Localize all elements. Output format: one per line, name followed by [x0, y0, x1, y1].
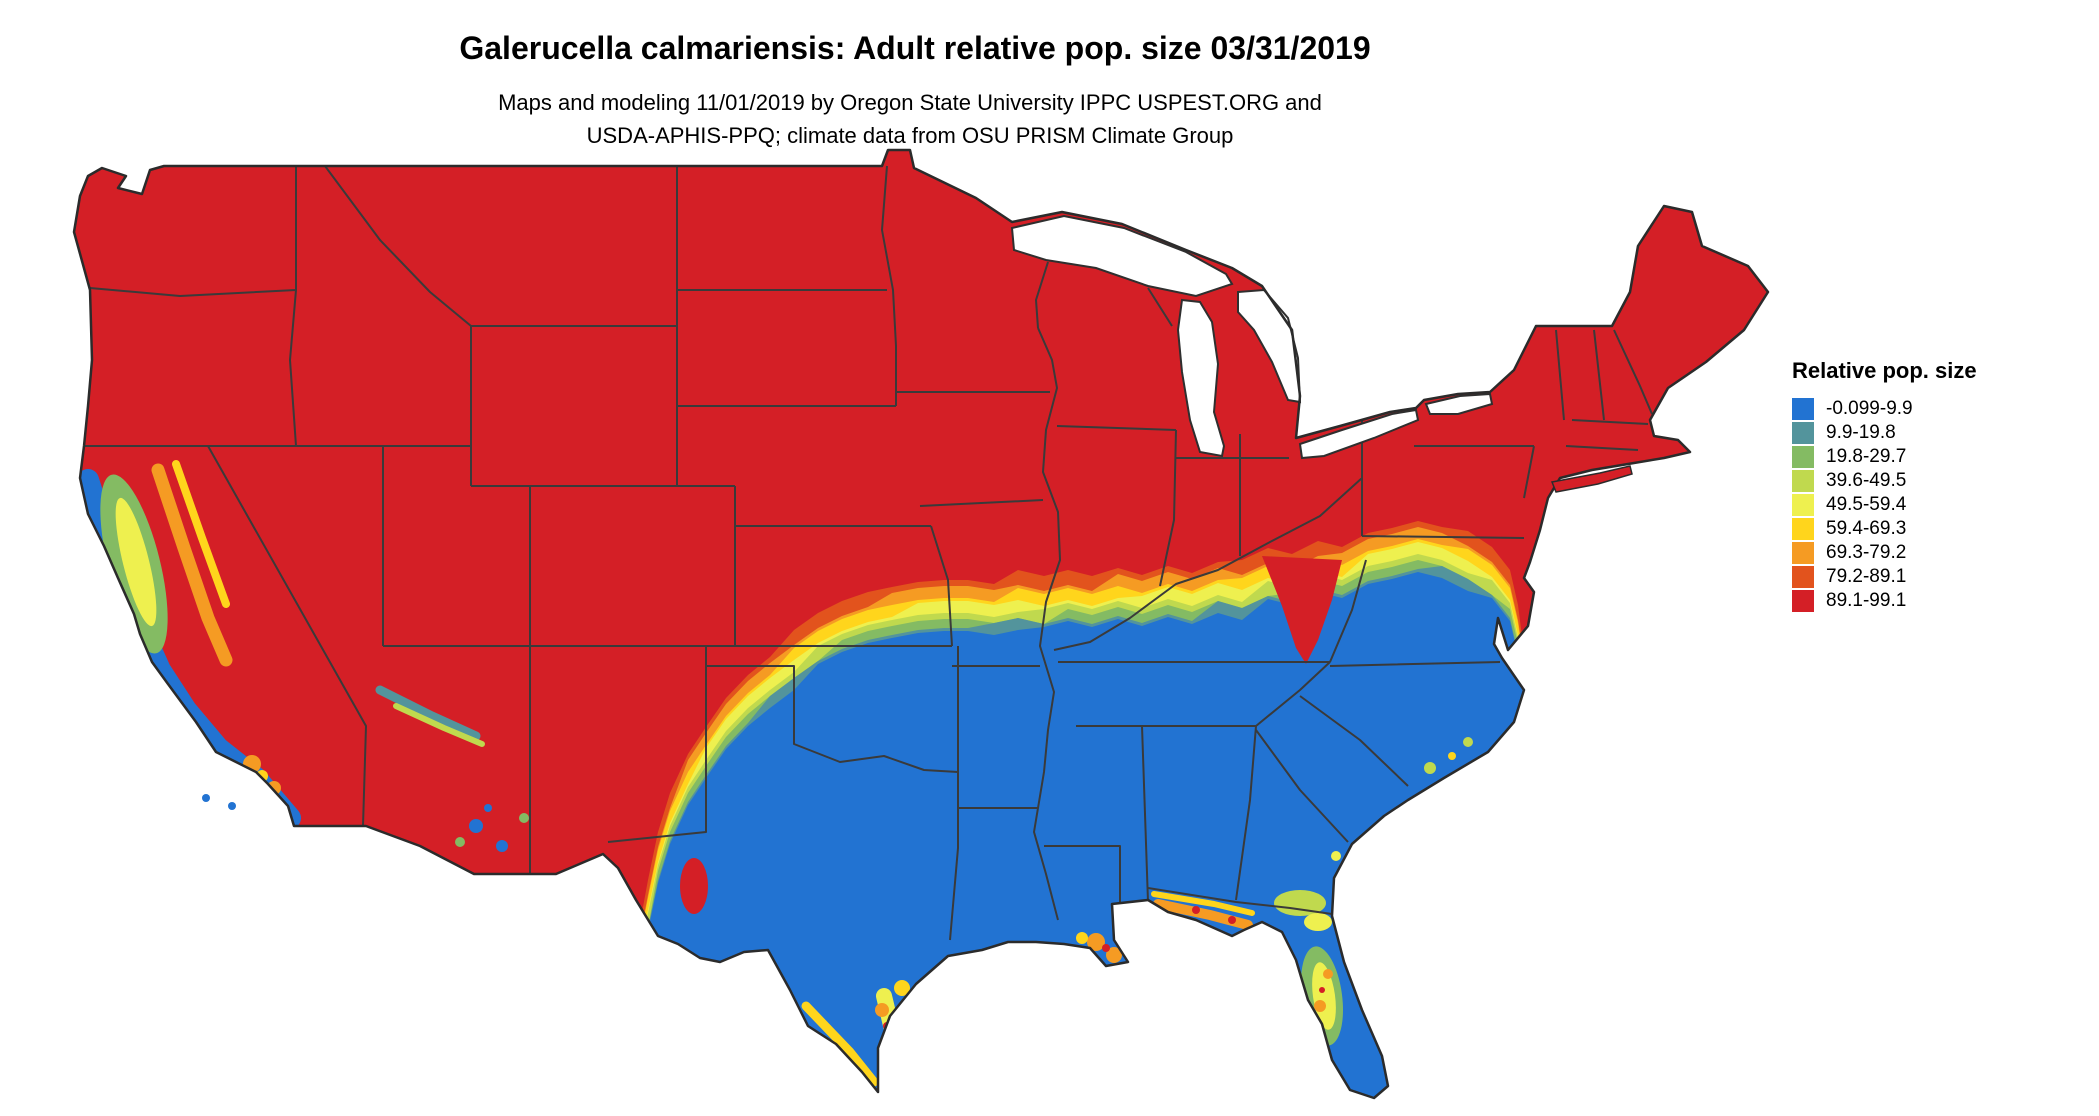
legend-title: Relative pop. size: [1792, 358, 1977, 383]
legend-item: 39.6-49.5: [1792, 470, 1977, 492]
legend-item: 69.3-79.2: [1792, 542, 1977, 564]
legend-item-label: 69.3-79.2: [1826, 542, 1907, 563]
legend-color-swatch: [1792, 446, 1814, 468]
high-value-overlays: [680, 556, 1342, 914]
legend-item: 79.2-89.1: [1792, 566, 1977, 588]
legend-color-swatch: [1792, 518, 1814, 540]
subtitle-line-2: USDA-APHIS-PPQ; climate data from OSU PR…: [586, 123, 1234, 148]
legend-item-label: 39.6-49.5: [1826, 470, 1907, 491]
channel-islands: [202, 794, 236, 810]
legend-item-label: 9.9-19.8: [1826, 422, 1896, 443]
legend-color-swatch: [1792, 494, 1814, 516]
legend-color-swatch: [1792, 398, 1814, 420]
long-island: [1550, 465, 1633, 493]
legend-color-swatch: [1792, 542, 1814, 564]
legend-item: -0.099-9.9: [1792, 398, 1977, 420]
legend-item-label: 19.8-29.7: [1826, 446, 1907, 467]
legend-item: 9.9-19.8: [1792, 422, 1977, 444]
legend-item: 89.1-99.1: [1792, 590, 1977, 612]
legend-color-swatch: [1792, 422, 1814, 444]
legend-color-swatch: [1792, 470, 1814, 492]
legend-item: 49.5-59.4: [1792, 494, 1977, 516]
lake-ontario: [1424, 392, 1494, 415]
legend-item-label: 59.4-69.3: [1826, 518, 1907, 539]
map-legend: Relative pop. size -0.099-9.9 9.9-19.8 1…: [1792, 358, 1977, 614]
us-outline: [72, 148, 1770, 1100]
legend-item-label: 79.2-89.1: [1826, 566, 1907, 587]
legend-item-label: -0.099-9.9: [1826, 398, 1913, 419]
legend-item-label: 49.5-59.4: [1826, 494, 1907, 515]
lake-superior: [1010, 214, 1234, 298]
state-borders: [85, 165, 1653, 941]
legend-color-swatch: [1792, 566, 1814, 588]
map-title: Galerucella calmariensis: Adult relative…: [459, 30, 1371, 66]
legend-item-label: 89.1-99.1: [1826, 590, 1907, 611]
map-subtitle: Maps and modeling 11/01/2019 by Oregon S…: [0, 86, 1820, 152]
legend-color-swatch: [1792, 590, 1814, 612]
legend-item: 59.4-69.3: [1792, 518, 1977, 540]
subtitle-line-1: Maps and modeling 11/01/2019 by Oregon S…: [498, 90, 1322, 115]
lake-erie: [1298, 408, 1420, 460]
lake-michigan: [1176, 298, 1226, 458]
legend-item: 19.8-29.7: [1792, 446, 1977, 468]
